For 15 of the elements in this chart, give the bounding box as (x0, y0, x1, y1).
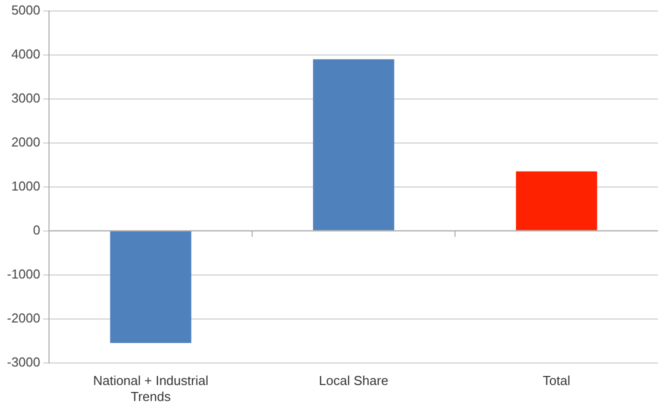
x-tick-label: Total (542, 373, 570, 388)
bar (313, 59, 394, 230)
y-tick-label: 0 (33, 222, 40, 238)
y-tick-label: 2000 (11, 134, 40, 150)
y-tick-label: -1000 (7, 266, 40, 282)
y-tick-label: -3000 (7, 354, 40, 370)
y-tick-label: -2000 (7, 310, 40, 326)
x-tick-label: Local Share (318, 373, 388, 388)
y-tick-label: 1000 (11, 178, 40, 194)
x-tick-label: National + Industrial Trends (93, 373, 208, 404)
y-tick-label: 5000 (11, 2, 40, 18)
y-tick-label: 4000 (11, 46, 40, 62)
y-tick-label: 3000 (11, 90, 40, 106)
bar (110, 231, 192, 343)
bar (516, 171, 598, 230)
